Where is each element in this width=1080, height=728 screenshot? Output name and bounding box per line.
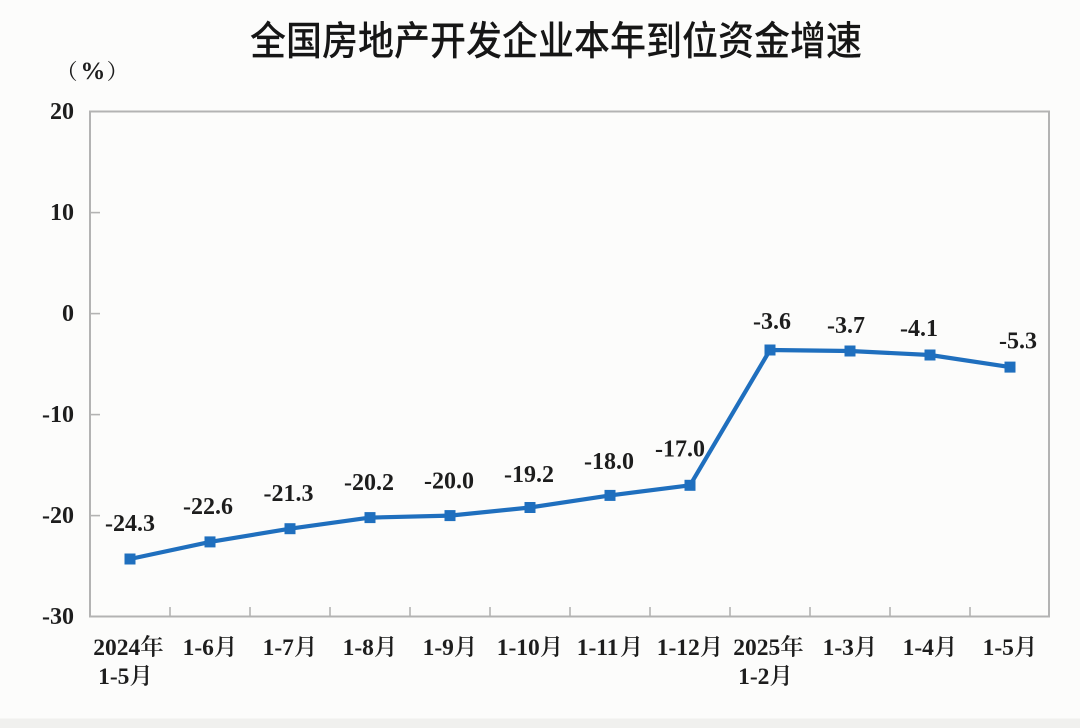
svg-text:-10: -10 xyxy=(42,402,74,428)
svg-text:2025: 2025 xyxy=(733,635,780,661)
svg-text:-4.1: -4.1 xyxy=(900,316,938,342)
svg-text:-18.0: -18.0 xyxy=(584,449,634,475)
svg-text:1-12: 1-12 xyxy=(657,635,700,661)
svg-text:1-2: 1-2 xyxy=(738,664,769,690)
svg-text:1-4: 1-4 xyxy=(903,635,935,661)
svg-text:20: 20 xyxy=(50,99,74,125)
svg-text:-19.2: -19.2 xyxy=(504,462,554,488)
svg-text:-3.6: -3.6 xyxy=(753,309,791,335)
svg-text:1-7: 1-7 xyxy=(263,635,295,661)
svg-text:-20: -20 xyxy=(42,503,74,529)
svg-text:-30: -30 xyxy=(42,604,74,630)
svg-text:1-5: 1-5 xyxy=(98,664,129,690)
svg-text:0: 0 xyxy=(62,301,74,327)
svg-text:2024: 2024 xyxy=(93,635,140,661)
svg-text:-24.3: -24.3 xyxy=(105,511,155,537)
svg-text:1-8: 1-8 xyxy=(343,635,374,661)
svg-text:-17.0: -17.0 xyxy=(655,436,705,462)
svg-text:-20.2: -20.2 xyxy=(344,470,394,496)
svg-text:-22.6: -22.6 xyxy=(183,494,233,520)
svg-text:1-5: 1-5 xyxy=(983,635,1014,661)
svg-text:1-3: 1-3 xyxy=(823,635,854,661)
svg-text:-5.3: -5.3 xyxy=(999,329,1037,355)
svg-text:-3.7: -3.7 xyxy=(827,313,865,339)
svg-text:-20.0: -20.0 xyxy=(424,469,474,495)
svg-text:10: 10 xyxy=(50,200,74,226)
svg-text:1-10: 1-10 xyxy=(497,635,540,661)
svg-text:-21.3: -21.3 xyxy=(264,481,314,507)
svg-text:%: % xyxy=(80,58,105,85)
svg-text:1-6: 1-6 xyxy=(183,635,215,661)
svg-text:1-9: 1-9 xyxy=(423,635,454,661)
svg-text:1-11: 1-11 xyxy=(577,635,619,661)
